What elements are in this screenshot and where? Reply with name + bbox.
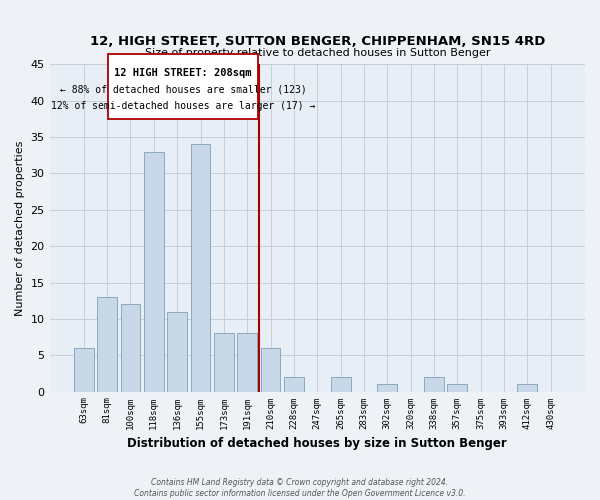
X-axis label: Distribution of detached houses by size in Sutton Benger: Distribution of detached houses by size … [127, 437, 507, 450]
Bar [448, 384, 467, 392]
Bar [74, 348, 94, 392]
Bar [517, 384, 538, 392]
Bar [424, 377, 444, 392]
Text: Size of property relative to detached houses in Sutton Benger: Size of property relative to detached ho… [145, 48, 490, 58]
Bar [284, 377, 304, 392]
Y-axis label: Number of detached properties: Number of detached properties [15, 140, 25, 316]
Bar [121, 304, 140, 392]
Text: ← 88% of detached houses are smaller (123): ← 88% of detached houses are smaller (12… [59, 85, 307, 95]
Bar [377, 384, 397, 392]
FancyBboxPatch shape [109, 54, 258, 119]
Bar [214, 334, 234, 392]
Text: 12% of semi-detached houses are larger (17) →: 12% of semi-detached houses are larger (… [51, 101, 315, 111]
Text: 12 HIGH STREET: 208sqm: 12 HIGH STREET: 208sqm [114, 68, 252, 78]
Bar [167, 312, 187, 392]
Bar [97, 297, 117, 392]
Title: 12, HIGH STREET, SUTTON BENGER, CHIPPENHAM, SN15 4RD: 12, HIGH STREET, SUTTON BENGER, CHIPPENH… [89, 35, 545, 48]
Bar [260, 348, 280, 392]
Bar [331, 377, 350, 392]
Text: Contains HM Land Registry data © Crown copyright and database right 2024.
Contai: Contains HM Land Registry data © Crown c… [134, 478, 466, 498]
Bar [144, 152, 164, 392]
Bar [238, 334, 257, 392]
Bar [191, 144, 211, 392]
